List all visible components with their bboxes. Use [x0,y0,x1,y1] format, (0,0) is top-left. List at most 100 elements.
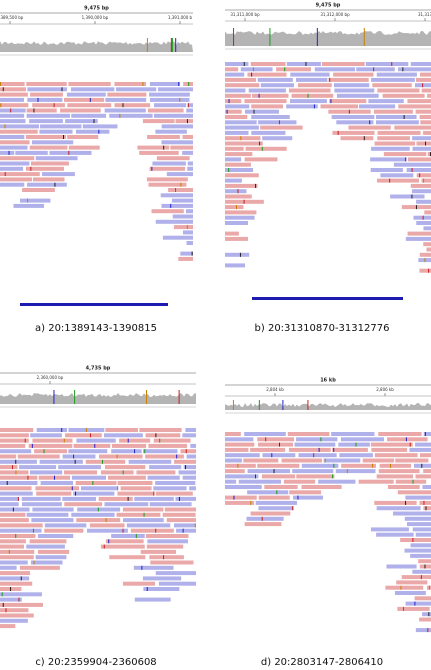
mismatch [228,99,230,104]
read [0,486,32,491]
read [225,458,242,463]
read [62,454,96,459]
read [264,485,298,489]
read [32,507,74,512]
read [32,438,73,443]
read [114,82,147,86]
read [377,88,420,93]
mismatch [185,465,187,470]
read [286,104,318,109]
mismatch [92,481,94,485]
coverage-variant [258,400,260,410]
mismatch [414,601,416,606]
read [25,135,67,139]
read [379,463,412,468]
read [374,500,417,505]
read [414,596,431,601]
read [149,465,182,470]
read [183,465,196,470]
read [30,433,62,438]
read [153,113,193,118]
mismatch [337,130,339,135]
read [161,124,193,129]
read [15,150,48,155]
mismatch [273,469,275,474]
read [145,433,181,438]
mismatch [180,182,182,187]
read [225,67,239,72]
mismatch [135,534,137,538]
mismatch [27,475,29,480]
mismatch [31,443,33,448]
read [33,177,65,182]
read [225,263,246,268]
coverage-variant [232,400,234,410]
ruler-tick-label: 31,311,000 bp [230,12,260,17]
read [27,87,68,92]
read [104,502,149,507]
mismatch [116,454,118,459]
mismatch [187,103,189,108]
mismatch [235,205,237,210]
mismatch [15,470,17,475]
read [225,178,242,183]
read [146,177,188,182]
mismatch [297,495,299,500]
read [412,569,431,574]
read [225,231,239,236]
read [142,449,178,454]
coverage-variant [282,400,284,410]
read [123,518,164,523]
read [29,539,67,544]
mismatch [369,120,371,125]
read [30,560,63,565]
read [225,130,249,135]
read [0,592,42,597]
read [225,146,244,151]
read [387,437,428,442]
read [287,432,330,436]
read [289,99,327,104]
mismatch [103,544,105,549]
read [68,82,111,86]
read [398,67,431,72]
read [296,474,335,479]
read [340,136,374,141]
read [85,459,126,464]
mismatch [20,576,22,581]
mismatch [105,518,107,523]
read [64,502,103,507]
mismatch [402,606,404,611]
read [190,443,196,448]
read [174,459,196,464]
mismatch [11,465,13,470]
read [0,512,26,517]
read [415,532,431,537]
read [149,555,184,560]
read [372,83,412,88]
read [107,92,147,97]
read [17,454,60,459]
mismatch [18,597,20,602]
read [119,438,151,443]
mismatch [30,166,32,171]
read [419,500,431,505]
read [251,104,283,109]
coverage-variant [74,390,76,404]
coverage [0,41,193,52]
mismatch [239,252,241,257]
read [139,428,182,432]
read [407,99,431,104]
mismatch [421,463,423,468]
read [29,119,63,124]
read [378,432,422,436]
read [257,463,300,468]
read [66,92,106,97]
read [44,523,87,528]
read [404,516,431,521]
read [37,549,70,554]
read [35,555,67,560]
mismatch [74,459,76,464]
mismatch [318,447,320,452]
read [292,469,334,474]
